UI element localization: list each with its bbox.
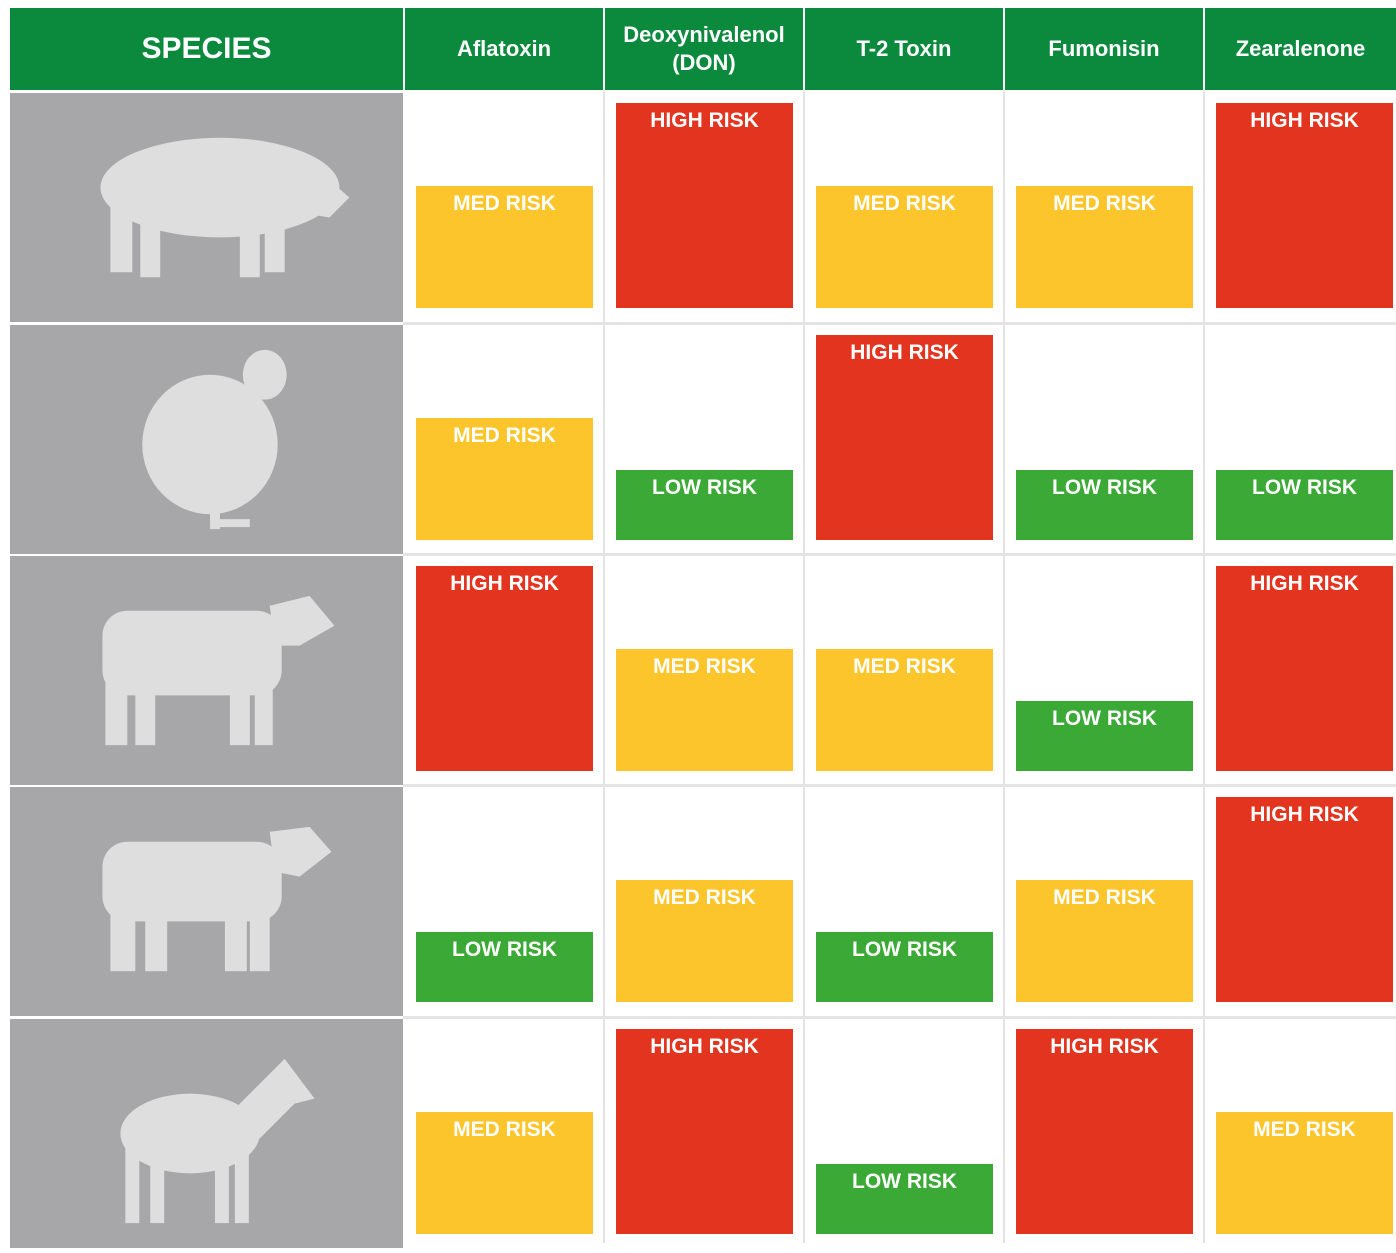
row-divider bbox=[403, 1016, 1396, 1019]
risk-cell: LOW RISK bbox=[1016, 470, 1193, 540]
risk-cell: MED RISK bbox=[416, 186, 593, 308]
row-divider bbox=[403, 553, 1396, 556]
species-silhouette bbox=[100, 137, 350, 278]
risk-cell: LOW RISK bbox=[1216, 470, 1393, 540]
risk-cell: MED RISK bbox=[1216, 1112, 1393, 1234]
species-silhouette bbox=[120, 1058, 315, 1224]
risk-cell: MED RISK bbox=[1016, 880, 1193, 1002]
risk-cell: LOW RISK bbox=[816, 932, 993, 1002]
species-image bbox=[10, 787, 403, 1016]
species-image bbox=[10, 1019, 403, 1248]
row-divider bbox=[403, 784, 1396, 787]
risk-cell: HIGH RISK bbox=[1216, 566, 1393, 771]
column-header: SPECIES bbox=[10, 8, 403, 90]
species-silhouette bbox=[102, 826, 332, 972]
column-header: Zearalenone bbox=[1205, 8, 1396, 90]
risk-cell: HIGH RISK bbox=[1216, 103, 1393, 308]
column-header: Aflatoxin bbox=[405, 8, 603, 90]
risk-cell: MED RISK bbox=[1016, 186, 1193, 308]
column-header: Deoxynivalenol (DON) bbox=[605, 8, 803, 90]
risk-cell: MED RISK bbox=[616, 880, 793, 1002]
risk-cell: MED RISK bbox=[816, 186, 993, 308]
risk-cell: HIGH RISK bbox=[1216, 797, 1393, 1002]
column-divider bbox=[803, 90, 805, 1243]
species-silhouette bbox=[102, 595, 335, 746]
risk-cell: LOW RISK bbox=[816, 1164, 993, 1234]
species-image bbox=[10, 556, 403, 785]
risk-cell: HIGH RISK bbox=[1016, 1029, 1193, 1234]
risk-cell: MED RISK bbox=[816, 649, 993, 771]
risk-cell: HIGH RISK bbox=[816, 335, 993, 540]
column-divider bbox=[603, 90, 605, 1243]
risk-cell: HIGH RISK bbox=[616, 1029, 793, 1234]
row-divider bbox=[403, 322, 1396, 325]
risk-cell: LOW RISK bbox=[616, 470, 793, 540]
column-divider bbox=[1003, 90, 1005, 1243]
risk-cell: LOW RISK bbox=[1016, 701, 1193, 771]
risk-cell: MED RISK bbox=[616, 649, 793, 771]
column-header: T-2 Toxin bbox=[805, 8, 1003, 90]
risk-cell: MED RISK bbox=[416, 1112, 593, 1234]
risk-cell: HIGH RISK bbox=[616, 103, 793, 308]
risk-cell: MED RISK bbox=[416, 418, 593, 540]
species-silhouette bbox=[142, 349, 287, 530]
species-image bbox=[10, 325, 403, 554]
species-image bbox=[10, 93, 403, 322]
column-header: Fumonisin bbox=[1005, 8, 1203, 90]
risk-cell: LOW RISK bbox=[416, 932, 593, 1002]
risk-cell: HIGH RISK bbox=[416, 566, 593, 771]
column-divider bbox=[1203, 90, 1205, 1243]
